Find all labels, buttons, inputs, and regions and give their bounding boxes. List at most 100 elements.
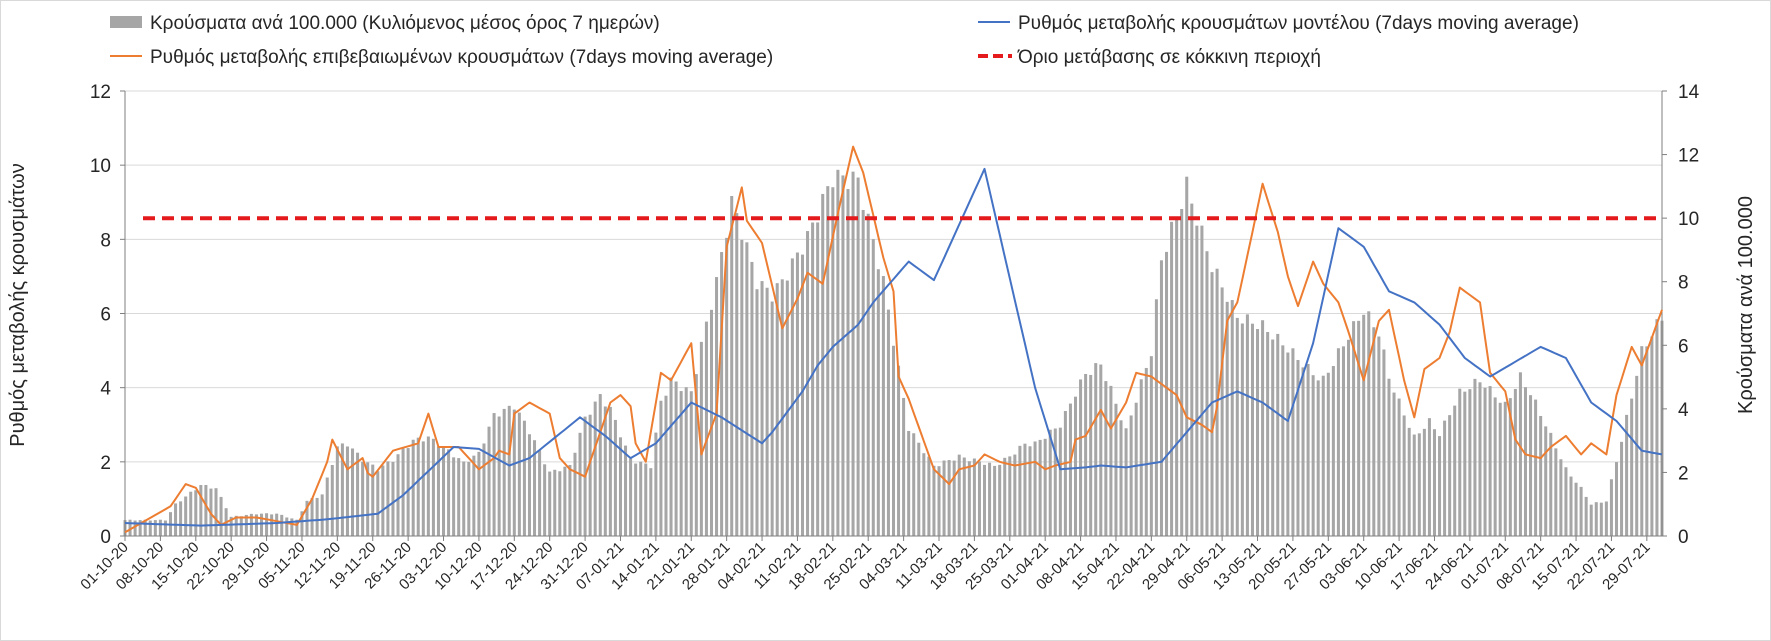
cases-bar — [351, 448, 355, 536]
cases-bar — [740, 239, 744, 536]
cases-bar — [780, 279, 784, 536]
cases-bar — [639, 461, 643, 536]
cases-bar — [1195, 225, 1199, 536]
cases-bar — [709, 309, 713, 536]
cases-bar — [1589, 504, 1593, 536]
cases-bar — [219, 496, 223, 536]
cases-bar — [1205, 251, 1209, 536]
cases-bar — [1256, 329, 1260, 536]
cases-bar — [1584, 496, 1588, 536]
cases-bar — [694, 374, 698, 536]
cases-bar — [725, 237, 729, 536]
cases-bar — [699, 341, 703, 536]
cases-bar — [133, 520, 137, 536]
cases-bar — [497, 416, 501, 536]
cases-bar — [1625, 414, 1629, 536]
cases-bar — [755, 289, 759, 536]
legend: Κρούσματα ανά 100.000 (Κυλιόμενος μέσος … — [110, 13, 1579, 68]
cases-bar — [194, 490, 198, 536]
cases-bar — [886, 309, 890, 536]
cases-bar — [401, 448, 405, 536]
cases-bar — [1529, 395, 1533, 536]
cases-bar — [1099, 364, 1103, 536]
cases-bar — [795, 252, 799, 536]
y-tick-label-left: 12 — [90, 82, 111, 103]
cases-bar — [866, 213, 870, 536]
cases-bar — [381, 465, 385, 536]
cases-bar — [674, 381, 678, 536]
cases-bar — [932, 465, 936, 536]
cases-bar — [947, 460, 951, 536]
cases-bar — [376, 471, 380, 536]
cases-bar — [325, 477, 329, 536]
cases-bar — [1503, 401, 1507, 536]
cases-bar — [730, 196, 734, 536]
cases-bar — [553, 469, 557, 536]
cases-bar — [982, 464, 987, 536]
cases-bar — [522, 420, 526, 536]
cases-bar — [1367, 311, 1371, 536]
cases-bar — [1468, 389, 1472, 536]
cases-bar — [624, 445, 628, 536]
cases-bar — [1089, 374, 1093, 536]
cases-bar — [361, 461, 365, 536]
cases-bar — [689, 391, 693, 536]
cases-bar — [800, 254, 805, 536]
cases-bar — [1190, 203, 1194, 536]
cases-bar — [1043, 438, 1047, 536]
cases-bar — [881, 276, 885, 536]
cases-bar — [1245, 314, 1249, 536]
cases-bar — [750, 261, 754, 536]
cases-bar — [1341, 346, 1345, 536]
cases-bar — [654, 432, 658, 536]
cases-bar — [275, 513, 279, 536]
cases-bar — [608, 406, 612, 536]
cases-bar — [330, 464, 334, 536]
cases-bar — [1443, 420, 1447, 536]
cases-bar — [917, 442, 921, 536]
cases-bar — [421, 441, 425, 536]
cases-bar — [158, 519, 162, 536]
cases-bar — [1028, 446, 1032, 536]
cases-bar — [1422, 428, 1426, 536]
cases-bar — [1620, 441, 1624, 536]
cases-bar — [1144, 367, 1148, 536]
cases-bar — [1104, 381, 1108, 536]
cases-bar — [720, 252, 724, 536]
cases-bar — [1266, 332, 1270, 536]
cases-bar — [937, 466, 941, 536]
axes — [120, 90, 1667, 537]
cases-bar — [816, 222, 820, 536]
cases-bar — [1200, 225, 1204, 537]
rate-lines — [124, 145, 1663, 534]
cases-bar — [426, 436, 430, 536]
cases-bar — [1544, 426, 1548, 536]
cases-bar — [1427, 418, 1431, 536]
y-tick-label-right: 8 — [1678, 273, 1689, 294]
cases-bar — [1250, 323, 1254, 536]
cases-bar — [345, 446, 349, 536]
cases-bar — [1599, 502, 1603, 536]
cases-bar — [1438, 436, 1442, 536]
cases-bar — [295, 519, 299, 536]
confirmed-rate-line — [124, 145, 1663, 534]
cases-bar — [922, 453, 926, 536]
cases-bar — [1432, 429, 1436, 536]
cases-bar — [512, 409, 516, 536]
cases-bar — [1594, 502, 1598, 536]
cases-bar — [1240, 323, 1244, 536]
cases-bar — [927, 456, 931, 536]
cases-bar — [320, 494, 324, 536]
cases-bar — [259, 513, 264, 536]
cases-bar — [942, 460, 946, 536]
cases-bar — [1316, 380, 1320, 536]
cases-bar — [396, 454, 400, 536]
cases-bar — [811, 222, 815, 536]
cases-bar — [1453, 405, 1457, 536]
cases-bar — [760, 281, 764, 536]
y-tick-label-right: 6 — [1678, 336, 1689, 357]
cases-bar — [447, 449, 451, 536]
cases-bar — [462, 461, 466, 536]
cases-bar — [618, 437, 622, 536]
